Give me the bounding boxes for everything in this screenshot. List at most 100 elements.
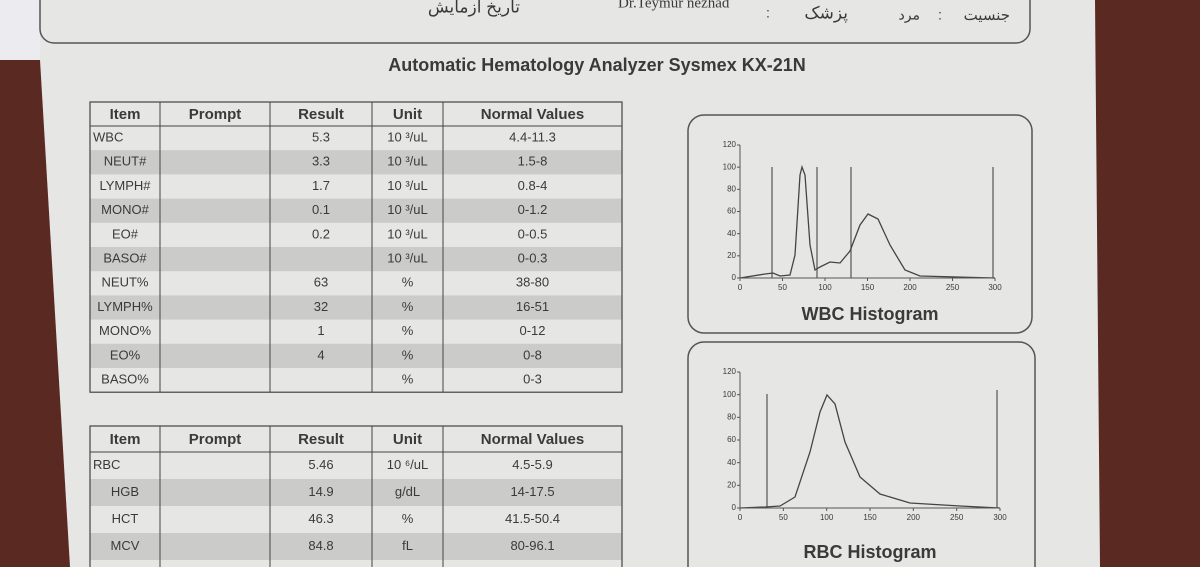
y-tick-label: 40 (727, 229, 736, 238)
result-cell: 1.7 (312, 178, 330, 193)
column-header: Prompt (189, 431, 242, 448)
result-cell: 1 (317, 323, 324, 338)
result-cell: 46.3 (308, 511, 333, 526)
result-cell: 27.3 (308, 565, 333, 567)
sex-label: جنسیت (964, 7, 1010, 24)
unit-cell: 10 ³/uL (387, 154, 427, 169)
y-tick-label: 0 (732, 273, 737, 282)
histogram-title: RBC Histogram (803, 542, 936, 562)
normal-cell: 0-0.5 (518, 226, 548, 241)
result-cell: 14.9 (308, 484, 333, 499)
normal-cell: 4.5-5.9 (512, 457, 552, 472)
normal-cell: 4.4-11.3 (509, 130, 556, 145)
x-tick-label: 150 (861, 283, 875, 292)
normal-cell: 0-1.2 (518, 202, 548, 217)
y-tick-label: 0 (732, 503, 737, 512)
unit-cell: 10 ⁶/uL (387, 457, 429, 472)
unit-cell: % (402, 347, 414, 362)
normal-cell: 0.8-4 (518, 178, 548, 193)
normal-cell: 0-3 (523, 372, 542, 387)
column-header: Unit (393, 106, 422, 123)
row-shade (90, 343, 622, 368)
normal-cell: 0-0.3 (518, 251, 548, 266)
item-cell: MCH (110, 565, 140, 567)
unit-cell: % (402, 275, 414, 290)
unit-cell: fL (402, 538, 413, 553)
row-shade (90, 533, 622, 560)
x-tick-label: 300 (993, 513, 1007, 522)
result-cell: 4 (317, 347, 324, 362)
normal-cell: 80-96.1 (510, 538, 554, 553)
sex-colon: : (938, 7, 942, 23)
histogram-title: WBC Histogram (801, 304, 938, 324)
x-tick-label: 100 (820, 513, 834, 522)
unit-cell: 10 ³/uL (387, 178, 427, 193)
normal-cell: 41.5-50.4 (505, 511, 560, 526)
normal-cell: 1.5-8 (518, 154, 548, 169)
item-cell: HGB (111, 484, 139, 499)
unit-cell: % (402, 299, 414, 314)
x-tick-label: 200 (903, 283, 917, 292)
result-cell: 5.46 (308, 457, 333, 472)
date-label: تاریخ آزمایش (428, 0, 520, 17)
y-tick-label: 80 (727, 412, 736, 421)
item-cell: WBC (93, 130, 123, 145)
table-border (89, 425, 623, 567)
header-box (39, 0, 1031, 44)
result-cell: 3.3 (312, 154, 330, 169)
y-tick-label: 120 (723, 367, 737, 376)
row-shade (90, 150, 622, 175)
y-tick-label: 80 (727, 184, 736, 193)
column-header: Unit (393, 431, 422, 448)
item-cell: HCT (112, 511, 139, 526)
y-tick-label: 20 (727, 251, 736, 260)
wbc-plot (739, 164, 996, 279)
y-tick-label: 60 (727, 435, 736, 444)
x-tick-label: 0 (738, 283, 743, 292)
normal-cell: 0-8 (523, 347, 542, 362)
item-cell: EO# (112, 226, 139, 241)
unit-cell: 10 ³/uL (387, 226, 427, 241)
result-cell: 32 (314, 299, 328, 314)
normal-cell: 27.5-33.2 (505, 565, 560, 567)
rbc-curve (739, 393, 1001, 509)
y-tick-label: 100 (723, 390, 737, 399)
wbc-curve (739, 164, 996, 279)
x-tick-label: 250 (946, 283, 960, 292)
x-tick-label: 0 (738, 513, 743, 522)
unit-cell: 10 ³/uL (387, 202, 427, 217)
x-tick-label: 300 (988, 283, 1002, 292)
item-cell: NEUT% (102, 275, 149, 290)
unit-cell: g/dL (395, 484, 420, 499)
wbc-box (687, 114, 1033, 334)
y-tick-label: 120 (723, 140, 737, 149)
unit-cell: % (402, 511, 414, 526)
rbc-gates (766, 390, 998, 508)
paper (40, 0, 1100, 567)
unit-cell: % (402, 372, 414, 387)
paper-corner (0, 0, 40, 60)
row-shade (90, 479, 622, 506)
column-header: Prompt (189, 106, 242, 123)
doctor-colon: : (766, 5, 770, 21)
x-tick-label: 100 (818, 283, 832, 292)
y-tick-label: 100 (723, 162, 737, 171)
normal-cell: 16-51 (516, 299, 549, 314)
item-cell: MONO# (101, 202, 149, 217)
column-header: Normal Values (481, 431, 584, 448)
unit-cell: % (402, 323, 414, 338)
column-header: Result (298, 106, 344, 123)
item-cell: EO% (110, 347, 141, 362)
item-cell: MONO% (99, 323, 151, 338)
y-tick-label: 20 (727, 480, 736, 489)
sex-value: مرد (899, 7, 920, 24)
x-tick-label: 150 (863, 513, 877, 522)
rbc-box (687, 341, 1036, 567)
x-tick-label: 250 (950, 513, 964, 522)
row-shade (90, 247, 622, 272)
doctor-name: Dr.Teymur nezhad (618, 0, 730, 11)
item-cell: LYMPH% (97, 299, 153, 314)
item-cell: BASO% (101, 372, 149, 387)
column-header: Item (110, 431, 141, 448)
